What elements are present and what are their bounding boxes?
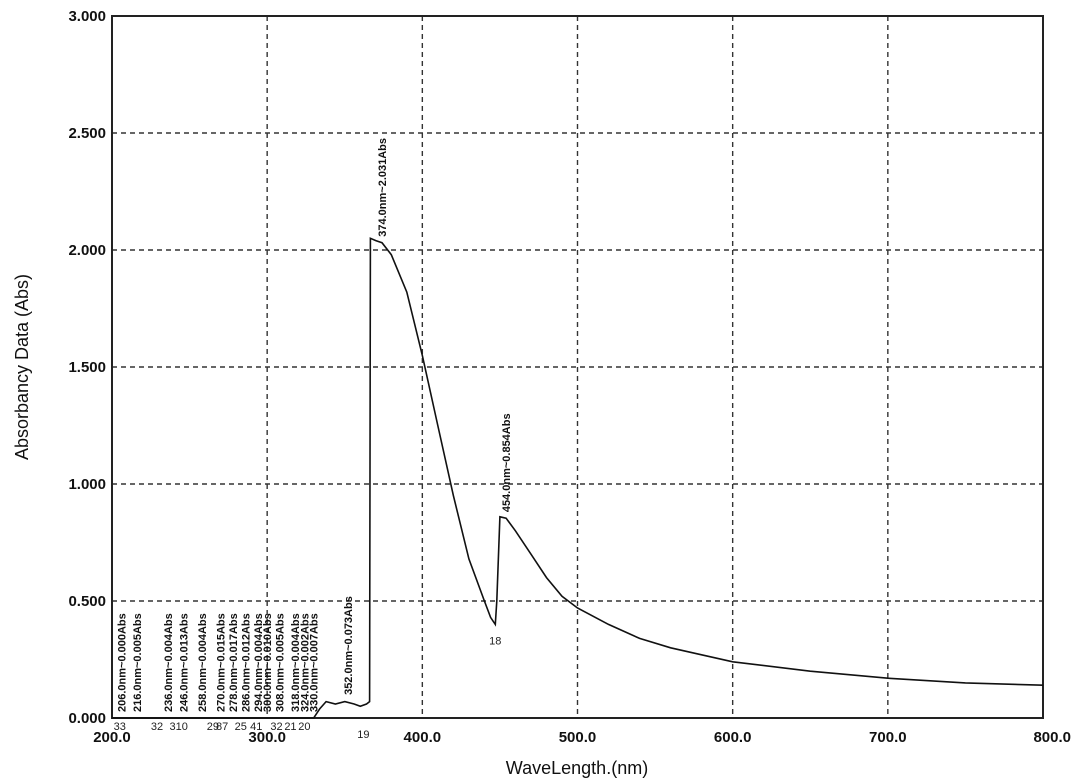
y-tick-label: 0.000 [68,710,106,727]
grid [112,16,1043,718]
y-tick-label: 1.000 [68,476,106,493]
absorbance-curve [112,237,1044,719]
peak-number: 20 [298,721,310,733]
peak-number: 29 [207,721,219,733]
peak-label: 308.0nm~0.005Abs [275,613,287,712]
peak-number: 33 [114,721,126,733]
peak-label: 330.0nm~0.007Abs [309,613,321,712]
y-tick-label: 2.000 [68,242,106,259]
peak-label: 246.0nm~0.013Abs [178,613,190,712]
peak-number: 21 [284,721,296,733]
peak-label: 270.0nm~0.015Abs [216,613,228,712]
peak-label: 374.0nm~2.031Abs [377,138,389,237]
plot-frame [111,15,1044,719]
y-tick-label: 2.500 [68,125,106,142]
peak-annotations: 206.0nm~0.000Abs 216.0nm~0.005Abs 236.0nm~… [116,138,513,712]
peak-number: 18 [489,635,501,647]
x-tick-label: 300.0 [248,729,286,746]
y-axis: 0.000 0.500 1.000 1.500 2.000 2.500 3.000 [68,8,106,727]
peak-number: 19 [357,729,369,741]
peak-label: 278.0nm~0.017Abs [228,613,240,712]
x-tick-label: 500.0 [559,729,597,746]
peak-label: 352.0nm~0.073Abs [343,596,355,695]
peak-label: 300.0nm~0.010Abs [262,613,274,712]
peak-label: 258.0nm~0.004Abs [197,613,209,712]
peak-label: 294.0nm~0.004Abs [253,613,265,712]
peak-number: 32 [270,721,282,733]
y-tick-label: 0.500 [68,593,106,610]
peak-number: 41 [250,721,262,733]
x-tick-label: 600.0 [714,729,752,746]
x-tick-label: 200.0 [93,729,131,746]
y-tick-label: 3.000 [68,8,106,25]
x-axis-label: WaveLength.(nm) [506,758,648,778]
peak-label: 286.0nm~0.012Abs [240,613,252,712]
peak-label: 216.0nm~0.005Abs [132,613,144,712]
x-tick-label: 400.0 [404,729,442,746]
peak-number: 25 [235,721,247,733]
peak-number: 310 [170,721,188,733]
peak-number: 32 [151,721,163,733]
peak-label: 454.0nm~0.854Abs [501,413,513,512]
peak-label: 318.0nm~0.004Abs [290,613,302,712]
peak-label: 236.0nm~0.004Abs [163,613,175,712]
peak-label: 324.0nm~0.002Abs [299,613,311,712]
peak-number: 87 [216,721,228,733]
y-axis-label: Absorbancy Data (Abs) [12,274,32,460]
x-tick-label: 700.0 [869,729,907,746]
x-axis: 200.0 300.0 400.0 500.0 600.0 700.0 800.0 [93,729,1071,746]
x-tick-label: 800.0 [1033,729,1071,746]
y-tick-label: 1.500 [68,359,106,376]
peak-label: 206.0nm~0.000Abs [116,613,128,712]
